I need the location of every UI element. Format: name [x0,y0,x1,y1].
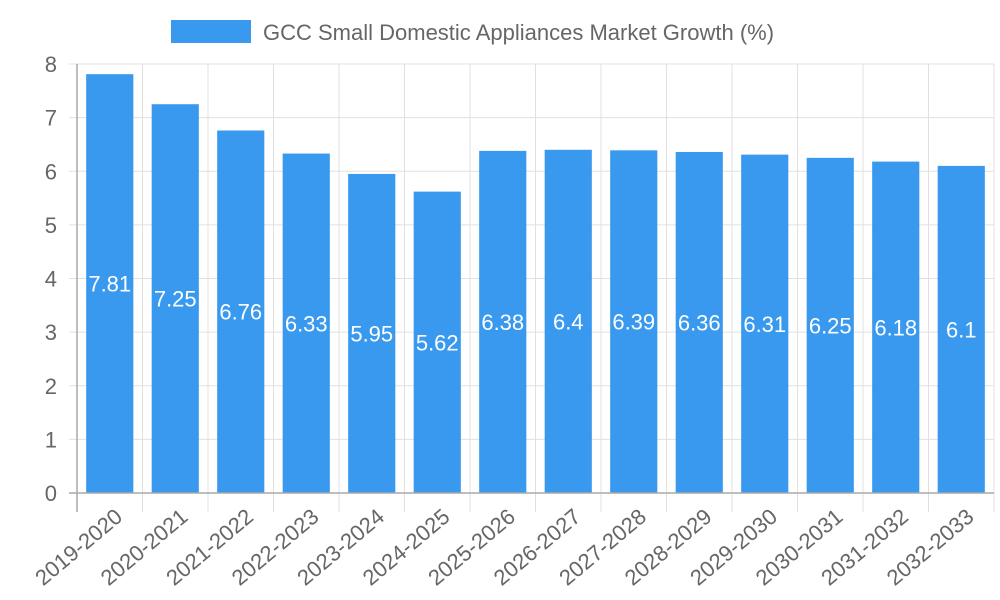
bar-2027-2028[interactable] [610,150,658,493]
y-tick-label: 4 [45,267,57,292]
bar-2026-2027[interactable] [544,149,592,494]
data-label: 6.33 [285,311,328,336]
grid [69,63,995,512]
legend[interactable]: GCC Small Domestic Appliances Market Gro… [171,20,774,45]
y-tick-label: 2 [45,374,57,399]
data-label: 6.25 [809,313,852,338]
y-tick-label: 7 [45,106,57,131]
bar-2023-2024[interactable] [348,173,396,493]
axes [69,64,994,512]
data-label: 5.95 [350,321,393,346]
data-label: 5.62 [416,330,459,355]
x-axis-ticks: 2019-20202020-20212021-20222022-20232023… [30,504,978,591]
y-axis-ticks: 0 1 2 3 4 5 6 7 8 [45,52,57,506]
legend-swatch[interactable] [171,20,251,43]
bars [86,74,985,494]
y-tick-label: 1 [45,427,57,452]
bar-2032-2033[interactable] [937,165,985,493]
y-tick-label: 5 [45,213,57,238]
bar-2025-2026[interactable] [479,150,527,493]
bar-2030-2031[interactable] [806,157,854,493]
data-label: 6.4 [553,309,584,334]
y-tick-label: 8 [45,52,57,77]
bar-2022-2023[interactable] [282,153,330,493]
data-label: 6.18 [874,315,917,340]
bar-2029-2030[interactable] [741,154,789,493]
data-label: 6.39 [612,310,655,335]
data-label: 6.36 [678,310,721,335]
data-labels: 7.81 7.25 6.76 6.33 5.95 5.62 6.38 6.4 6.39 6.36 6… [88,272,976,356]
y-tick-label: 6 [45,159,57,184]
bar-2028-2029[interactable] [675,151,723,493]
data-label: 6.31 [743,312,786,337]
legend-label[interactable]: GCC Small Domestic Appliances Market Gro… [263,20,774,45]
y-tick-label: 3 [45,320,57,345]
bar-2031-2032[interactable] [872,161,920,493]
bar-2021-2022[interactable] [217,130,265,493]
data-label: 6.1 [946,317,977,342]
data-label: 6.76 [219,300,262,325]
bar-2024-2025[interactable] [413,191,461,493]
data-label: 7.25 [154,287,197,312]
data-label: 7.81 [88,272,131,297]
data-label: 6.38 [481,310,524,335]
bar-2019-2020[interactable] [86,74,134,493]
bar-2020-2021[interactable] [151,104,199,493]
y-tick-label: 0 [45,481,57,506]
